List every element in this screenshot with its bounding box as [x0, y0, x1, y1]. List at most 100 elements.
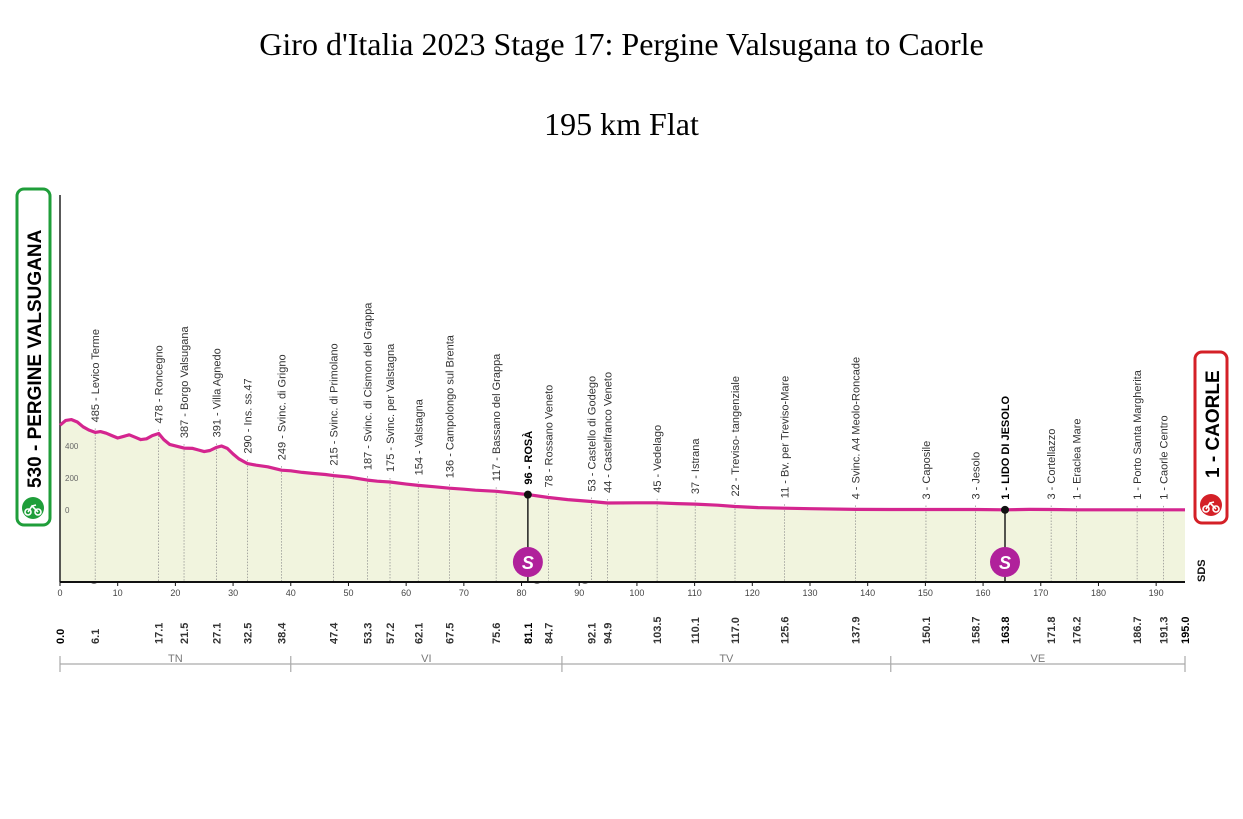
sprint-symbol: S	[999, 553, 1011, 573]
chart-subtitle: 195 km Flat	[544, 106, 699, 142]
place-label: 45 - Vedelago	[652, 425, 664, 493]
region-label: VI	[421, 653, 431, 665]
place-label: 11 - Bv. per Treviso-Mare	[780, 376, 792, 498]
place-label: 485 - Levico Terme	[90, 329, 102, 422]
x-tick-label: 180	[1091, 588, 1106, 598]
km-label: 195.0	[1180, 616, 1192, 644]
region-label: VE	[1031, 653, 1046, 665]
km-label: 125.6	[780, 616, 792, 644]
y-tick-label: 0	[65, 506, 70, 515]
place-label: 4 - Svinc. A4 Meolo-Roncade	[851, 357, 863, 499]
place-label: 187 - Svinc. di Cismon del Grappa	[363, 302, 375, 470]
place-label: 215 - Svinc. di Primolano	[329, 343, 341, 465]
km-label: 103.5	[652, 616, 664, 644]
x-tick-label: 100	[629, 588, 644, 598]
km-label: 38.4	[277, 622, 289, 644]
sprint-point	[1001, 505, 1009, 514]
sponsor-logo: SDS	[1196, 559, 1208, 582]
sprint-marker	[990, 547, 1020, 577]
x-tick-label: 30	[228, 588, 238, 598]
x-tick-label: 170	[1033, 588, 1048, 598]
x-tick-label: 80	[517, 588, 527, 598]
place-label: 3 - Cortellazzo	[1046, 429, 1058, 500]
km-label: 186.7	[1132, 616, 1144, 644]
sprint-marker	[512, 547, 543, 577]
km-label: 158.7	[971, 616, 983, 644]
place-label: 154 - Valstagna	[413, 398, 425, 475]
km-label: 94.9	[603, 623, 615, 644]
km-label: 47.4	[329, 622, 341, 644]
x-tick-label: 70	[459, 588, 469, 598]
x-tick-label: 10	[113, 588, 123, 598]
x-tick-label: 160	[976, 588, 991, 598]
place-label: 249 - Svinc. di Grigno	[277, 354, 289, 460]
sprint-point	[523, 490, 532, 499]
y-tick-label: 200	[65, 474, 79, 483]
km-label: 75.6	[491, 623, 503, 644]
place-label: 478 - Roncegno	[154, 345, 166, 423]
km-label: 53.3	[363, 623, 375, 644]
region-label: TN	[168, 653, 183, 665]
km-label: 17.1	[154, 623, 166, 644]
start-marker: 530 - PERGINE VALSUGANA	[15, 187, 52, 527]
x-tick-label: 120	[745, 588, 760, 598]
start-label: 530 - PERGINE VALSUGANA	[25, 229, 46, 488]
place-label: 387 - Borgo Valsugana	[179, 326, 191, 439]
x-tick-label: 130	[802, 588, 817, 598]
km-label: 21.5	[179, 623, 191, 644]
place-label: 1 - LIDO DI JESOLO	[1000, 395, 1012, 499]
place-label: 53 - Castello di Godego	[586, 376, 598, 492]
km-label: 81.1	[523, 623, 535, 644]
cyclist-icon	[24, 504, 42, 516]
place-label: 175 - Svinc. per Valstagna	[385, 343, 397, 472]
x-tick-label: 0	[57, 588, 62, 598]
x-tick-label: 110	[687, 588, 701, 598]
profile-line	[58, 418, 1185, 512]
x-tick-label: 150	[918, 588, 933, 598]
km-label: 0.0	[55, 629, 67, 644]
x-tick-label: 140	[860, 588, 875, 598]
km-label: 57.2	[385, 623, 397, 644]
place-label: 391 - Villa Agnedo	[211, 348, 223, 437]
place-label: 136 - Campolongo sul Brenta	[444, 334, 456, 478]
km-label: 32.5	[243, 623, 255, 644]
place-label: 37 - Istrana	[690, 438, 702, 495]
chart-title: Giro d'Italia 2023 Stage 17: Pergine Val…	[259, 26, 984, 62]
km-label: 163.8	[1000, 616, 1012, 644]
km-label: 6.1	[90, 629, 102, 644]
finish-label: 1 - CAORLE	[1203, 370, 1224, 478]
place-label: 3 - Jesolo	[971, 452, 983, 500]
place-label: 1 - Eraclea Mare	[1072, 418, 1084, 499]
km-label: 150.1	[921, 616, 933, 644]
km-label: 84.7	[544, 623, 556, 644]
cyclist-icon	[1202, 501, 1220, 513]
x-tick-label: 90	[574, 588, 584, 598]
x-tick-label: 20	[170, 588, 180, 598]
place-label: 117 - Bassano del Grappa	[491, 353, 503, 481]
place-label: 1 - Porto Santa Margherita	[1132, 369, 1144, 500]
km-label: 92.1	[586, 623, 598, 644]
km-label: 110.1	[690, 617, 702, 644]
x-tick-label: 40	[286, 588, 296, 598]
place-label: 1 - Caorle Centro	[1159, 415, 1171, 499]
place-label: 78 - Rossano Veneto	[544, 385, 556, 488]
x-tick-label: 190	[1149, 588, 1164, 598]
place-label: 3 - Caposile	[921, 441, 933, 500]
km-label: 176.2	[1072, 616, 1084, 644]
x-tick-label: 50	[343, 588, 353, 598]
km-label: 67.5	[444, 623, 456, 644]
finish-marker: 1 - CAORLE	[1193, 350, 1229, 525]
km-label: 171.8	[1046, 616, 1058, 644]
x-tick-label: 60	[401, 588, 411, 598]
km-label: 117.0	[730, 617, 742, 644]
km-label: 27.1	[211, 623, 223, 644]
region-label: TV	[719, 653, 734, 665]
km-label: 137.9	[851, 616, 863, 644]
km-label: 191.3	[1159, 616, 1171, 644]
km-label: 62.1	[413, 623, 425, 644]
profile-area	[60, 419, 1185, 582]
sprint-symbol: S	[522, 553, 534, 573]
place-label: 22 - Treviso- tangenziale	[730, 376, 742, 496]
place-label: 44 - Castelfranco Veneto	[603, 372, 615, 493]
